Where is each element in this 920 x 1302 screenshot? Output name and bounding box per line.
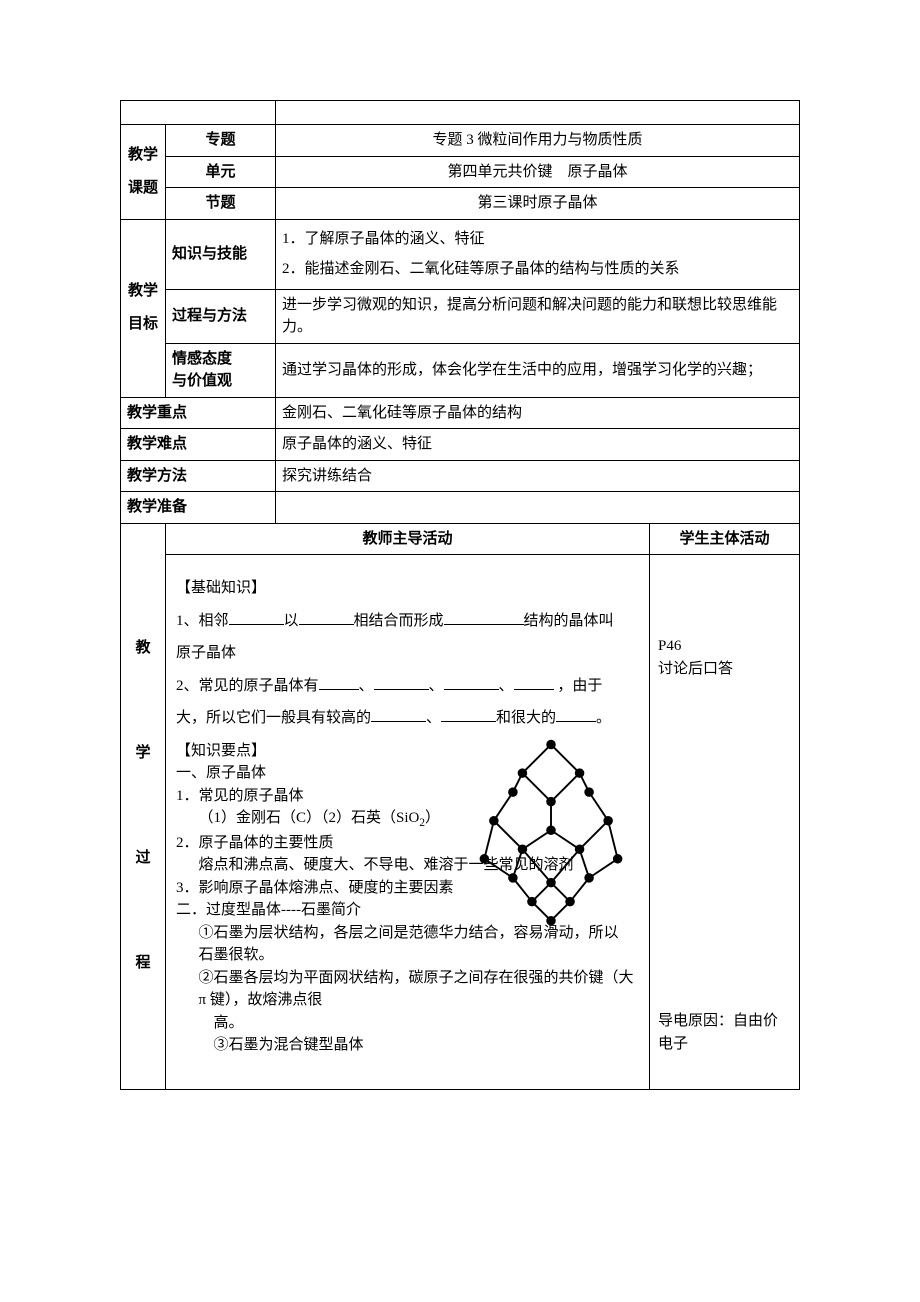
- row-label: 教学重点: [121, 397, 276, 429]
- fill-blank-line: 大，所以它们一般具有较高的、和很大的。: [176, 707, 639, 730]
- goals-label: 教学目标: [121, 219, 166, 397]
- topic-val: 专题 3 微粒间作用力与物质性质: [276, 125, 800, 157]
- topic-sub: 单元: [166, 156, 276, 188]
- diamond-structure-diagram: [461, 735, 641, 935]
- fill-blank-line: 2、常见的原子晶体有、、、 ，由于: [176, 675, 639, 698]
- table-row: 教学目标 知识与技能 1．了解原子晶体的涵义、特征 2．能描述金刚石、二氧化硅等…: [121, 219, 800, 289]
- teacher-header: 教师主导活动: [166, 523, 650, 555]
- table-row: 过程与方法 进一步学习微观的知识，提高分析问题和解决问题的能力和联想比较思维能力…: [121, 289, 800, 343]
- text-line: ②石墨各层均为平面网状结构，碳原子之间存在很强的共价键（大 π 键），故熔沸点很: [176, 967, 639, 1012]
- table-row: 单元 第四单元共价键 原子晶体: [121, 156, 800, 188]
- topic-val: 第四单元共价键 原子晶体: [276, 156, 800, 188]
- topic-label: 教学课题: [121, 125, 166, 220]
- goals-val: 进一步学习微观的知识，提高分析问题和解决问题的能力和联想比较思维能力。: [276, 289, 800, 343]
- topic-sub: 专题: [166, 125, 276, 157]
- goals-val: 1．了解原子晶体的涵义、特征 2．能描述金刚石、二氧化硅等原子晶体的结构与性质的…: [276, 219, 800, 289]
- student-note: P46 讨论后口答: [658, 635, 791, 680]
- table-row: 节题 第三课时原子晶体: [121, 188, 800, 220]
- table-row: 教学过程 教师主导活动 学生主体活动: [121, 523, 800, 555]
- goals-sublabel: 过程与方法: [166, 289, 276, 343]
- student-header: 学生主体活动: [650, 523, 800, 555]
- row-label: 教学难点: [121, 429, 276, 461]
- student-note: 导电原因：自由价电子: [658, 1010, 791, 1055]
- table-row: 教学重点 金刚石、二氧化硅等原子晶体的结构: [121, 397, 800, 429]
- fill-blank-line: 1、相邻以相结合而形成结构的晶体叫: [176, 610, 639, 633]
- goals-sublabel: 知识与技能: [166, 219, 276, 289]
- student-content: P46 讨论后口答 导电原因：自由价电子: [650, 555, 800, 1090]
- row-label: 教学方法: [121, 460, 276, 492]
- table-row: 教学难点 原子晶体的涵义、特征: [121, 429, 800, 461]
- teacher-content: 【基础知识】 1、相邻以相结合而形成结构的晶体叫 原子晶体 2、常见的原子晶体有…: [166, 555, 650, 1090]
- topic-sub: 节题: [166, 188, 276, 220]
- row-val: [276, 492, 800, 524]
- goals-val: 通过学习晶体的形成，体会化学在生活中的应用，增强学习化学的兴趣；: [276, 343, 800, 397]
- section-heading: 【基础知识】: [176, 577, 639, 600]
- row-val: 金刚石、二氧化硅等原子晶体的结构: [276, 397, 800, 429]
- goals-sublabel: 情感态度与价值观: [166, 343, 276, 397]
- lesson-plan-table: 教学课题 专题 专题 3 微粒间作用力与物质性质 单元 第四单元共价键 原子晶体…: [120, 100, 800, 1090]
- table-row: [121, 101, 800, 125]
- row-val: 原子晶体的涵义、特征: [276, 429, 800, 461]
- row-val: 探究讲练结合: [276, 460, 800, 492]
- topic-val: 第三课时原子晶体: [276, 188, 800, 220]
- process-label: 教学过程: [121, 523, 166, 1089]
- text-line: 原子晶体: [176, 642, 639, 665]
- table-row: 【基础知识】 1、相邻以相结合而形成结构的晶体叫 原子晶体 2、常见的原子晶体有…: [121, 555, 800, 1090]
- table-row: 教学方法 探究讲练结合: [121, 460, 800, 492]
- text-line: ③石墨为混合键型晶体: [176, 1034, 639, 1057]
- row-label: 教学准备: [121, 492, 276, 524]
- table-row: 教学准备: [121, 492, 800, 524]
- table-row: 教学课题 专题 专题 3 微粒间作用力与物质性质: [121, 125, 800, 157]
- text-line: 高。: [176, 1012, 639, 1035]
- table-row: 情感态度与价值观 通过学习晶体的形成，体会化学在生活中的应用，增强学习化学的兴趣…: [121, 343, 800, 397]
